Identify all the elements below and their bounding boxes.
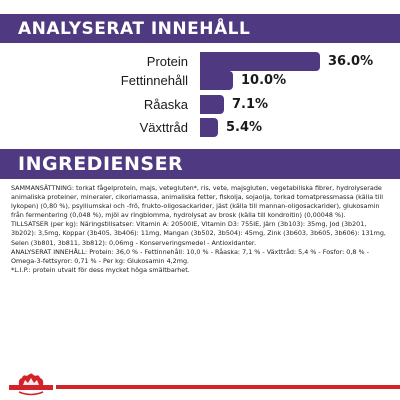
additives-text: TILLSATSER (per kg): Näringstillsatser: …	[11, 220, 386, 247]
nutrient-label: Råaska	[143, 97, 188, 112]
nutrient-bar	[200, 118, 218, 137]
nutrient-value: 7.1%	[232, 97, 269, 112]
nutrient-value: 36.0%	[328, 54, 374, 69]
nutrient-label: Växttråd	[139, 120, 188, 135]
nutrient-bar	[200, 71, 233, 90]
nutrient-label: Protein	[146, 54, 188, 69]
crown-logo-icon	[9, 373, 53, 396]
nutrient-value: 10.0%	[241, 73, 287, 88]
analysis-text: ANALYSERAT INNEHÅLL: Protein: 36,0 % - F…	[11, 247, 369, 265]
composition-text: SAMMANSÄTTNING: torkat fågelprotein, maj…	[11, 184, 383, 220]
analysis-heading: ANALYSERAT INNEHÅLL	[0, 14, 400, 43]
footer-divider	[56, 385, 400, 389]
nutrient-label: Fettinnehåll	[120, 73, 188, 88]
nutrient-bar	[200, 95, 224, 114]
nutrient-bar	[200, 52, 320, 71]
ingredients-text: SAMMANSÄTTNING: torkat fågelprotein, maj…	[11, 184, 393, 275]
nutrient-row-fat: Fettinnehåll 10.0%	[0, 69, 400, 93]
nutrient-value: 5.4%	[226, 120, 263, 135]
nutrient-row-ash: Råaska 7.1%	[0, 93, 400, 117]
nutrient-row-protein: Protein 36.0%	[0, 50, 400, 74]
footnote-text: *L.I.P.: protein utvalt för dess mycket …	[11, 265, 190, 274]
ingredients-heading: INGREDIENSER	[0, 149, 400, 179]
nutrient-row-fiber: Växttråd 5.4%	[0, 116, 400, 140]
